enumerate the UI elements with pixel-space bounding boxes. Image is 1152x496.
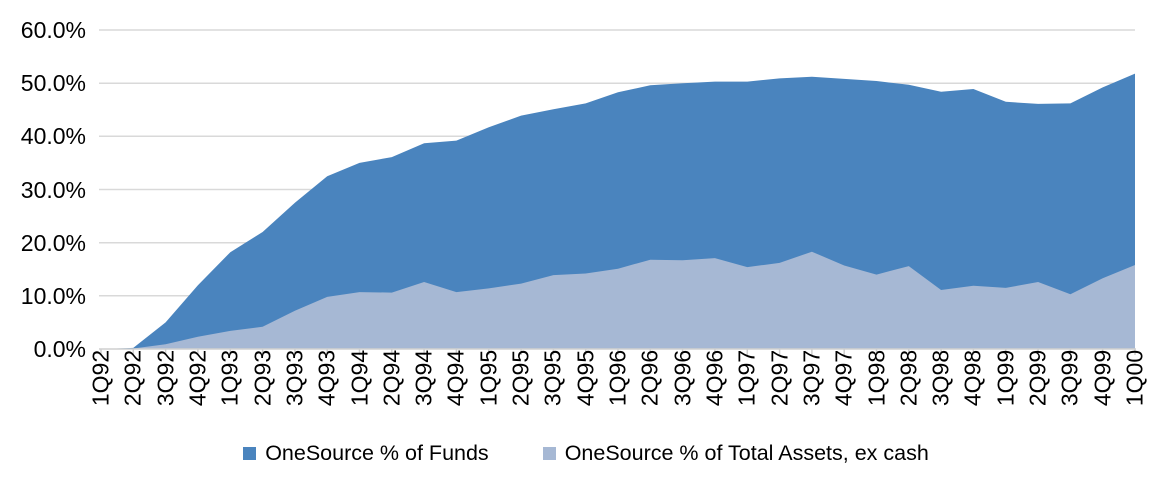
- x-tick-label: 1Q94: [346, 349, 372, 407]
- x-tick-label: 2Q92: [119, 349, 146, 407]
- x-tick-label: 2Q95: [507, 349, 534, 407]
- x-tick-label: 4Q95: [572, 349, 599, 407]
- x-tick-label: 3Q92: [152, 349, 179, 407]
- x-tick-label: 2Q97: [766, 349, 793, 407]
- legend: OneSource % of Funds OneSource % of Tota…: [10, 440, 1152, 466]
- x-tick-label: 3Q97: [798, 349, 825, 407]
- x-tick-label: 4Q98: [959, 349, 986, 407]
- x-tick-label: 1Q98: [863, 349, 889, 407]
- y-tick-label: 50.0%: [20, 70, 86, 96]
- legend-item-assets: OneSource % of Total Assets, ex cash: [542, 440, 929, 466]
- x-tick-label: 2Q99: [1024, 349, 1051, 407]
- x-tick-label: 3Q98: [927, 349, 954, 407]
- x-tick-label: 3Q96: [669, 349, 696, 407]
- x-tick-label: 4Q97: [830, 349, 857, 407]
- funds-swatch-icon: [243, 446, 257, 460]
- y-tick-label: 10.0%: [20, 283, 86, 309]
- assets-swatch-icon: [542, 446, 556, 460]
- x-tick-label: 1Q00: [1121, 349, 1148, 407]
- x-tick-label: 1Q99: [992, 349, 1019, 407]
- x-tick-label: 4Q93: [313, 349, 340, 407]
- x-tick-label: 3Q99: [1056, 349, 1083, 407]
- x-tick-label: 2Q96: [636, 349, 663, 407]
- x-tick-label: 3Q95: [539, 349, 566, 407]
- x-tick-label: 2Q93: [249, 349, 276, 407]
- legend-label-assets: OneSource % of Total Assets, ex cash: [564, 441, 929, 465]
- x-tick-label: 1Q93: [216, 349, 243, 407]
- legend-item-funds: OneSource % of Funds: [243, 440, 489, 466]
- x-tick-label: 4Q99: [1089, 349, 1116, 407]
- x-tick-label: 4Q92: [184, 349, 211, 407]
- y-tick-label: 0.0%: [33, 336, 86, 362]
- x-tick-label: 3Q93: [281, 349, 308, 407]
- assets-area: [101, 251, 1135, 349]
- x-tick-label: 1Q92: [87, 349, 114, 407]
- x-tick-label: 2Q98: [895, 349, 922, 407]
- y-tick-label: 30.0%: [20, 177, 86, 203]
- x-tick-label: 1Q95: [475, 349, 502, 407]
- y-tick-label: 20.0%: [20, 230, 86, 256]
- y-tick-label: 40.0%: [20, 123, 86, 149]
- x-tick-label: 1Q97: [733, 349, 760, 407]
- x-tick-label: 4Q96: [701, 349, 728, 407]
- x-tick-label: 2Q94: [378, 349, 405, 407]
- x-tick-label: 3Q94: [410, 349, 437, 407]
- y-tick-label: 60.0%: [20, 17, 86, 43]
- legend-label-funds: OneSource % of Funds: [265, 441, 489, 465]
- x-tick-label: 4Q94: [442, 349, 469, 407]
- x-tick-label: 1Q96: [604, 349, 631, 407]
